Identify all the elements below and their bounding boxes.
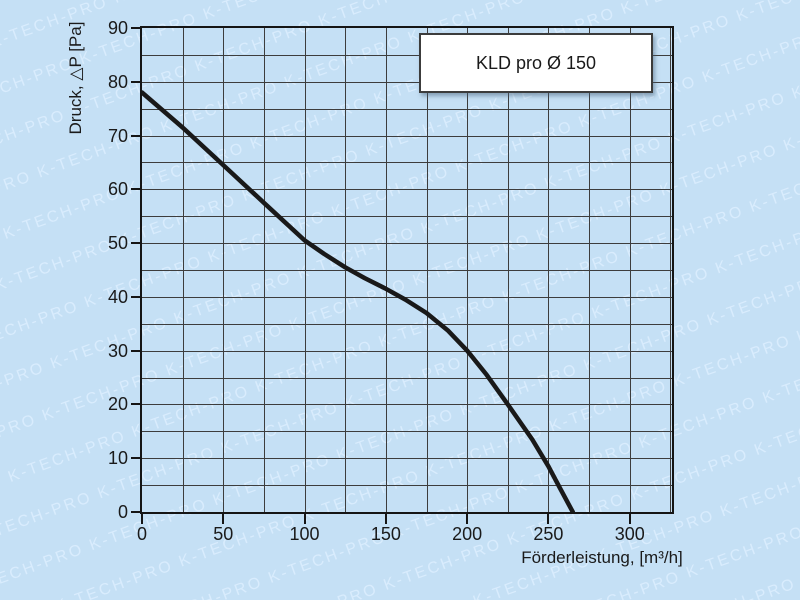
performance-curve [142, 90, 576, 512]
x-axis-tick [141, 514, 143, 524]
x-axis-tick [547, 514, 550, 524]
legend-box: KLD pro Ø 150 [419, 33, 653, 93]
y-tick-label: 20 [107, 394, 128, 415]
y-tick-label: 10 [107, 448, 128, 469]
y-axis-tick [131, 295, 140, 298]
y-axis-tick [131, 349, 140, 352]
x-axis-tick [303, 514, 306, 524]
y-tick-label: 60 [107, 179, 128, 200]
x-tick-label: 250 [533, 524, 564, 544]
y-axis-tick [131, 134, 140, 137]
x-axis-tick [384, 514, 387, 524]
y-axis-tick [131, 403, 140, 406]
y-axis-tick [131, 27, 140, 29]
x-axis-tick [222, 514, 225, 524]
y-tick-label: 50 [107, 233, 128, 254]
y-tick-label: 90 [107, 18, 128, 38]
y-tick-label: 40 [107, 286, 128, 307]
x-tick-label: 100 [289, 524, 320, 544]
y-axis-tick [131, 511, 140, 513]
y-tick-label: 0 [117, 502, 128, 522]
x-tick-label: 50 [213, 524, 234, 544]
y-axis-tick [131, 80, 140, 83]
y-axis-tick [131, 188, 140, 191]
y-axis-tick [131, 457, 140, 460]
x-axis-tick [628, 514, 631, 524]
grid-and-curve [142, 28, 672, 512]
y-tick-label: 30 [107, 340, 128, 361]
y-axis-title: Druck, △P [Pa] [66, 21, 85, 135]
x-tick-label: 200 [452, 524, 483, 544]
y-axis-tick [131, 242, 140, 245]
x-tick-label: 300 [614, 524, 645, 544]
x-axis-tick [466, 514, 469, 524]
legend-label: KLD pro Ø 150 [475, 52, 597, 73]
y-tick-label: 70 [107, 125, 128, 146]
plot-area [140, 26, 674, 514]
x-axis-title: Förderleistung, [m³/h] [521, 548, 683, 567]
x-tick-label: 0 [136, 524, 148, 544]
x-tick-label: 150 [370, 524, 401, 544]
y-tick-label: 80 [107, 71, 128, 92]
